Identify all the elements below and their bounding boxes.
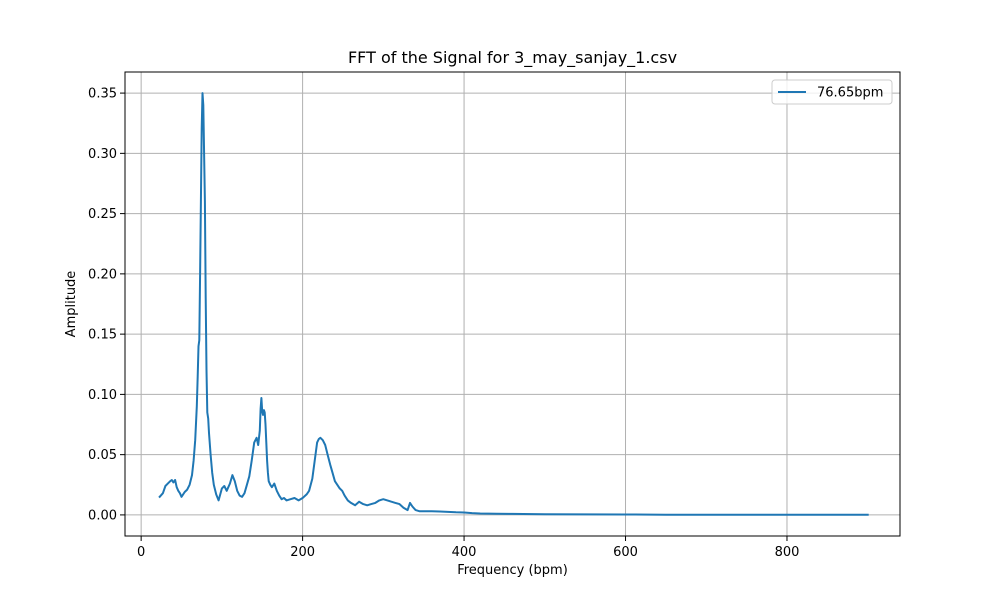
y-tick-label-1: 0.05: [88, 448, 117, 463]
chart-title: FFT of the Signal for 3_may_sanjay_1.csv: [348, 48, 677, 68]
tick-marks: [120, 92, 788, 541]
y-tick-label-2: 0.10: [88, 388, 117, 403]
y-tick-label-5: 0.25: [88, 207, 117, 222]
x-tick-label-1: 200: [290, 545, 315, 560]
y-tick-label-7: 0.35: [88, 87, 117, 102]
plot-frame: [124, 71, 901, 537]
legend-box: [771, 79, 893, 105]
y-tick-label-0: 0.00: [88, 508, 117, 523]
plot-area: [125, 72, 900, 536]
x-tick-label-4: 800: [775, 545, 800, 560]
y-tick-label-4: 0.20: [88, 267, 117, 282]
y-tick-label-3: 0.15: [88, 328, 117, 343]
grid-lines: [125, 72, 900, 536]
legend-label: 76.65bpm: [817, 86, 883, 101]
y-tick-label-6: 0.30: [88, 147, 117, 162]
series-layer: [158, 92, 869, 516]
x-axis-label: Frequency (bpm): [457, 563, 568, 578]
series-line-0: [158, 92, 869, 516]
x-tick-label-2: 400: [452, 545, 477, 560]
legend: 76.65bpm: [771, 79, 893, 105]
x-tick-label-3: 600: [613, 545, 638, 560]
y-axis-label: Amplitude: [64, 271, 79, 338]
x-tick-label-0: 0: [137, 545, 145, 560]
